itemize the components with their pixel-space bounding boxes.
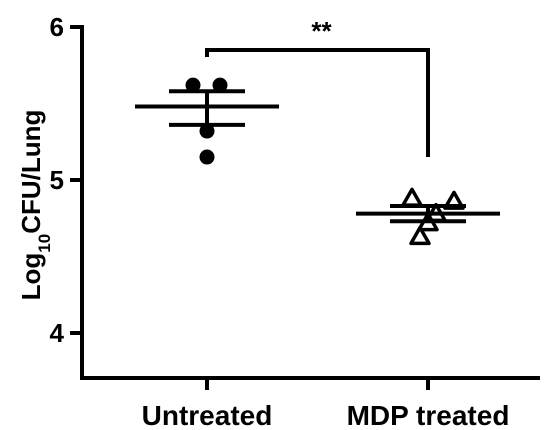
y-tick-label: 5 xyxy=(50,165,64,195)
x-tick-label: MDP treated xyxy=(347,400,510,430)
significance-bracket xyxy=(205,48,430,157)
y-tick-label: 4 xyxy=(50,318,65,348)
y-axis-label-prefix: Log xyxy=(16,253,46,301)
x-category-labels: Untreated MDP treated xyxy=(142,378,510,430)
y-ticks: 4 5 6 xyxy=(50,12,82,348)
axes xyxy=(80,25,540,380)
significance-annotation: ** xyxy=(205,16,430,157)
mean-sem-bars xyxy=(135,89,500,224)
y-axis-label: Log10CFU/Lung xyxy=(16,110,54,301)
data-point-circle xyxy=(185,77,201,93)
data-marks xyxy=(185,77,465,246)
significance-label: ** xyxy=(311,16,332,46)
y-tick-label: 6 xyxy=(50,12,64,42)
y-axis-label-suffix: CFU/Lung xyxy=(16,110,46,234)
x-tick-label: Untreated xyxy=(142,400,273,430)
y-axis-label-subscript: 10 xyxy=(35,234,54,253)
data-point-triangle xyxy=(401,187,423,207)
data-point-circle xyxy=(212,77,228,93)
data-point-circle xyxy=(199,123,215,139)
svg-text:Log10CFU/Lung: Log10CFU/Lung xyxy=(16,110,54,301)
data-point-circle xyxy=(199,149,215,165)
data-point-triangle xyxy=(409,225,431,246)
